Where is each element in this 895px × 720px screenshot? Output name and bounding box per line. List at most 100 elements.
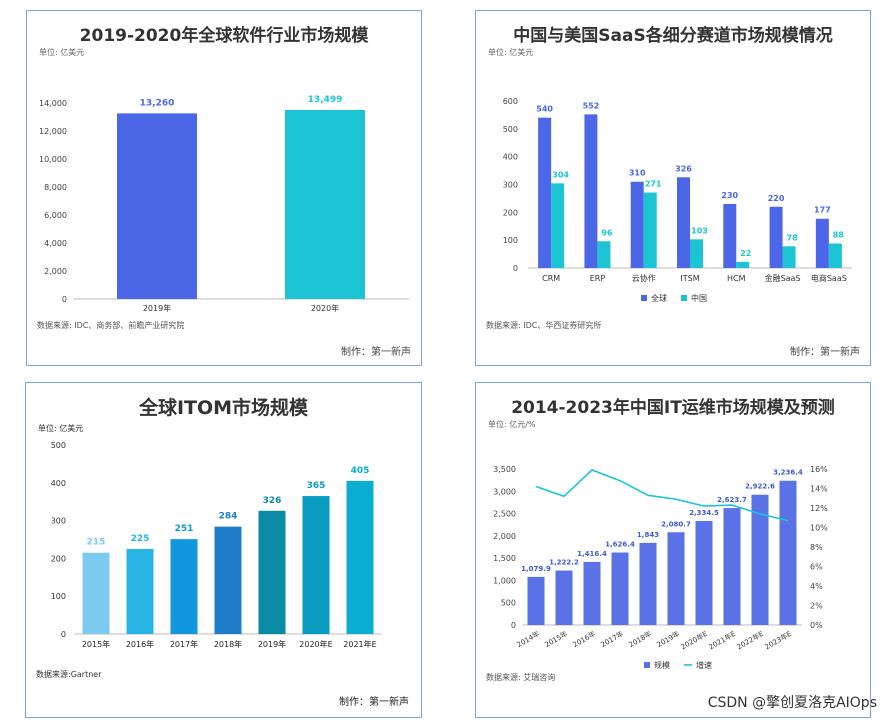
data-label: 96 [601, 228, 613, 237]
x-tick-label: 2020年 [311, 303, 339, 313]
bar [258, 510, 286, 634]
data-label: 284 [219, 512, 238, 522]
x-tick-label: 2020年E [299, 639, 332, 649]
y-tick-label: 1,000 [493, 576, 516, 585]
x-tick-label: 2019年 [655, 629, 681, 649]
bar-china [782, 246, 796, 268]
chart-title: 2014-2023年中国IT运维市场规模及预测 [511, 398, 835, 418]
data-label: 2,623.7 [717, 496, 747, 504]
x-tick-label: 2021年E [707, 629, 737, 651]
bar-global [815, 218, 829, 268]
bar-china [828, 243, 842, 268]
y-tick-label: 2,000 [44, 267, 67, 276]
y-tick-label: 4,000 [44, 239, 67, 248]
y-tick-label: 1,500 [493, 554, 516, 563]
bar [667, 532, 685, 625]
legend-label: 增速 [696, 660, 712, 670]
chart-title: 全球ITOM市场规模 [138, 397, 309, 419]
y-tick-label: 3,500 [493, 465, 516, 474]
bar [126, 548, 154, 634]
data-label: 251 [175, 524, 194, 534]
y2-tick-label: 2% [810, 602, 823, 611]
chart-source: 数据来源:Gartner [36, 670, 102, 679]
y-tick-label: 3,000 [493, 487, 516, 496]
y-tick-label: 2,500 [493, 510, 516, 519]
csdn-watermark: CSDN @擎创夏洛克AIOps [707, 695, 877, 711]
x-tick-label: 2020年E [679, 629, 709, 651]
chart-plot: 0 500 1,000 1,500 2,000 2,500 3,000 3,500 0% 2% 4%… [493, 465, 828, 670]
legend-label: 中国 [691, 293, 707, 303]
y2-tick-label: 6% [810, 563, 823, 572]
legend-swatch [644, 662, 650, 668]
y-tick-label: 200 [51, 554, 66, 563]
chart-panel-global-itom: 全球ITOM市场规模 单位: 亿美元 0 100 200 300 400 500 215 20… [25, 382, 422, 718]
y-tick-label: 500 [501, 599, 516, 608]
x-tick-label: 云协作 [632, 273, 656, 283]
bar [723, 508, 741, 625]
x-tick-label: 金融SaaS [765, 273, 801, 283]
y2-tick-label: 10% [810, 524, 828, 533]
x-tick-label: 2015年 [543, 629, 569, 649]
data-label: 1,222.2 [549, 559, 579, 567]
data-label: 1,416.4 [577, 550, 607, 558]
y-tick-label: 200 [503, 208, 518, 217]
y-tick-label: 8,000 [44, 183, 67, 192]
bar [639, 542, 657, 625]
chart-source: 数据来源: IDC、商务部、前瞻产业研究院 [37, 321, 185, 330]
bar [346, 480, 374, 634]
x-tick-label: 2017年 [599, 629, 625, 649]
bar-global [630, 181, 644, 268]
data-label: 230 [721, 191, 738, 200]
y2-tick-label: 0% [810, 621, 823, 630]
x-tick-label: HCM [727, 274, 746, 283]
data-label: 540 [536, 105, 553, 114]
y-tick-label: 0 [61, 630, 66, 639]
x-tick-label: 2022年E [735, 629, 765, 651]
legend-label: 全球 [651, 293, 667, 303]
data-label: 326 [263, 496, 282, 506]
data-label: 1,843 [637, 531, 659, 539]
bar [302, 496, 330, 634]
x-tick-label: 2018年 [214, 639, 242, 649]
x-tick-label: 2016年 [126, 639, 154, 649]
chart-maker: 制作：第一新声 [339, 697, 409, 708]
data-label: 225 [131, 534, 150, 544]
chart-title: 2019-2020年全球软件行业市场规模 [79, 26, 369, 46]
data-label: 2,080.7 [661, 520, 691, 528]
x-tick-label: CRM [542, 274, 560, 283]
x-tick-label: 2018年 [627, 629, 653, 649]
bar [117, 113, 197, 299]
data-label: 326 [675, 164, 692, 173]
data-label: 310 [629, 169, 646, 178]
data-label: 215 [87, 538, 106, 548]
chart-unit: 单位: 亿美元 [488, 48, 534, 57]
bar-global [538, 117, 552, 268]
bar [214, 526, 242, 634]
chart-maker: 制作：第一新声 [790, 347, 860, 358]
chart-unit: 单位: 亿元/% [488, 420, 536, 429]
bar [751, 494, 769, 625]
y2-tick-label: 14% [810, 485, 828, 494]
legend-label: 规模 [654, 660, 670, 670]
growth-line [535, 469, 789, 522]
data-label: 405 [351, 466, 370, 476]
bar-global [677, 177, 690, 268]
data-label: 88 [833, 231, 845, 240]
y-tick-label: 500 [51, 441, 66, 450]
bar-china [690, 239, 703, 268]
y-tick-label: 6,000 [44, 211, 67, 220]
y-tick-label: 300 [51, 517, 66, 526]
x-tick-label: 2015年 [82, 639, 110, 649]
y2-tick-label: 12% [810, 504, 828, 513]
data-label: 365 [307, 481, 326, 491]
chart-plot: 0 100 200 300 400 500 600 540 304 CRM 552 96 ERP 310 2… [503, 97, 852, 303]
data-label: 22 [740, 249, 751, 258]
chart-panel-global-software: 2019-2020年全球软件行业市场规模 单位: 亿美元 0 2,000 4,000… [26, 10, 422, 366]
y2-tick-label: 16% [810, 465, 828, 474]
y-tick-label: 0 [513, 264, 518, 273]
chart-title: 中国与美国SaaS各细分赛道市场规模情况 [513, 26, 833, 46]
bar-china [551, 183, 565, 268]
chart-panel-saas-segments: 中国与美国SaaS各细分赛道市场规模情况 单位: 亿美元 0 100 200 300 4… [475, 10, 871, 366]
data-label: 304 [552, 170, 569, 179]
x-tick-label: 电商SaaS [811, 273, 847, 283]
